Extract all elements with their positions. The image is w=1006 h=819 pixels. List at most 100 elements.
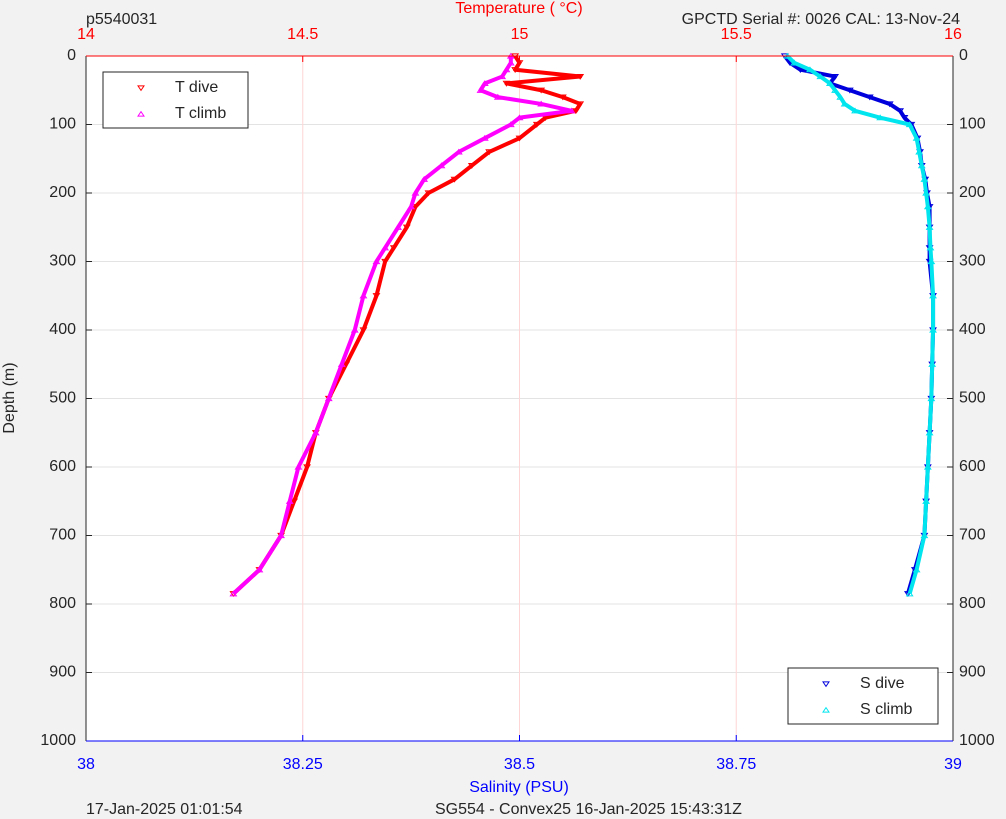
y-tick-label: 0	[959, 47, 968, 64]
legend-marker	[137, 110, 145, 117]
profile-marker	[515, 114, 524, 121]
top-right-label: GPCTD Serial #: 0026 CAL: 13-Nov-24	[682, 11, 960, 28]
profile-marker	[337, 360, 346, 367]
x2-tick-label: 15	[511, 26, 529, 43]
profile-marker	[900, 115, 909, 121]
profile-marker	[915, 148, 924, 155]
legend-label: T climb	[175, 105, 226, 122]
y-tick-label: 400	[959, 321, 986, 338]
x-tick-label: 39	[944, 756, 962, 773]
legend-marker	[137, 85, 145, 92]
profile-marker	[923, 203, 932, 210]
profile-marker	[558, 94, 567, 101]
y-tick-label: 400	[49, 321, 76, 338]
profile-marker	[407, 203, 416, 210]
profile-marker	[845, 87, 854, 94]
profile-marker	[359, 327, 368, 334]
profile-marker	[498, 73, 507, 80]
profile-marker	[922, 497, 931, 504]
profile-marker	[576, 73, 585, 80]
profile-marker	[480, 80, 489, 86]
legend-box	[787, 667, 939, 725]
y-tick-label: 200	[959, 184, 986, 201]
profile-marker	[896, 108, 905, 115]
profile-marker	[311, 429, 320, 436]
profile-marker	[506, 59, 515, 66]
profile-marker	[372, 258, 381, 265]
profile-marker	[925, 223, 934, 230]
y-tick-label: 100	[959, 116, 986, 133]
profile-marker	[511, 67, 520, 74]
y-tick-label: 500	[959, 390, 986, 407]
y-axis-label: Depth (m)	[1, 362, 18, 433]
profile-marker	[922, 189, 931, 196]
profile-marker	[831, 73, 840, 80]
x2-tick-label: 14.5	[287, 26, 318, 43]
profile-marker	[476, 86, 485, 93]
profile-marker	[437, 162, 446, 169]
x2-axis-label: Temperature ( °C)	[455, 0, 582, 17]
profile-marker	[905, 590, 914, 597]
y-tick-label: 700	[49, 527, 76, 544]
profile-marker	[929, 292, 937, 299]
profile-marker	[912, 134, 921, 141]
profile-marker	[359, 292, 368, 299]
profile-marker	[277, 532, 286, 539]
profile-marker	[324, 395, 333, 402]
profile-marker	[831, 86, 840, 93]
profile-marker	[485, 149, 494, 156]
profile-marker	[350, 326, 359, 333]
y-tick-label: 900	[49, 664, 76, 681]
y-tick-label: 1000	[40, 732, 76, 749]
profile-marker	[920, 175, 929, 182]
y-tick-label: 500	[49, 390, 76, 407]
profile-marker	[394, 223, 403, 230]
y-tick-label: 200	[49, 184, 76, 201]
y-tick-label: 100	[49, 116, 76, 133]
profile-marker	[303, 464, 312, 471]
profile-marker	[424, 190, 433, 197]
x2-tick-label: 16	[944, 26, 962, 43]
profile-marker	[537, 87, 546, 94]
y-tick-label: 300	[49, 253, 76, 270]
profile-marker	[381, 258, 390, 265]
footer-right: SG554 - Convex25 16-Jan-2025 15:43:31Z	[435, 801, 742, 818]
profile-marker	[537, 100, 546, 107]
profile-marker	[450, 176, 459, 183]
y-tick-label: 800	[49, 595, 76, 612]
profile-marker	[502, 66, 511, 73]
profile-marker	[929, 326, 937, 333]
profile-marker	[912, 566, 921, 573]
profile-marker	[920, 532, 929, 539]
x2-tick-label: 15.5	[721, 26, 752, 43]
profile-marker	[840, 100, 849, 107]
profile-marker	[389, 245, 398, 252]
y-tick-label: 300	[959, 253, 986, 270]
legend-label: S climb	[860, 701, 913, 718]
profile-marker	[411, 189, 420, 196]
profile-marker	[903, 591, 912, 598]
profile-marker	[836, 93, 845, 100]
profile-marker	[493, 93, 502, 100]
x-axis-label: Salinity (PSU)	[469, 779, 569, 796]
profile-marker	[502, 80, 511, 87]
profile-marker	[420, 175, 429, 182]
x-tick-label: 38	[77, 756, 95, 773]
profile-marker	[506, 121, 515, 128]
footer-left: 17-Jan-2025 01:01:54	[86, 801, 243, 818]
profile-marker	[885, 101, 894, 108]
profile-marker	[927, 395, 936, 402]
y-tick-label: 800	[959, 595, 986, 612]
profile-marker	[905, 121, 914, 128]
profile-marker	[851, 107, 859, 114]
y-tick-label: 900	[959, 664, 986, 681]
legend-box	[102, 71, 249, 129]
profile-marker	[925, 429, 934, 436]
profile-marker	[567, 107, 576, 114]
profile-marker	[917, 162, 926, 169]
legend-marker	[822, 681, 830, 688]
profile-marker	[923, 463, 932, 470]
profile-marker	[928, 360, 937, 367]
profile-marker	[454, 148, 463, 155]
